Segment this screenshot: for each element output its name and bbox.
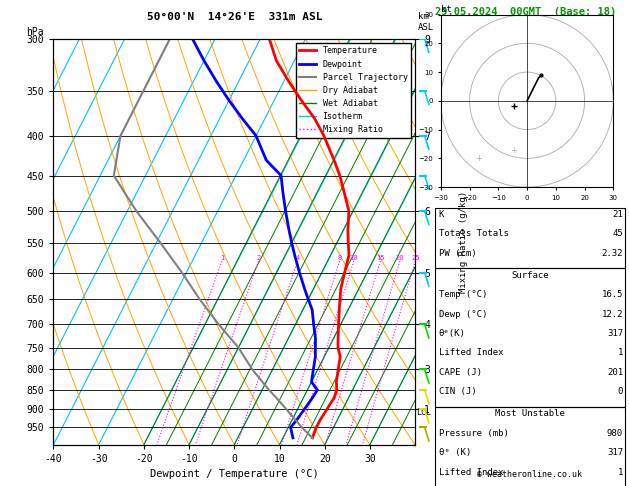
Text: 29.05.2024  00GMT  (Base: 18): 29.05.2024 00GMT (Base: 18) — [435, 7, 616, 17]
Text: CIN (J): CIN (J) — [439, 387, 476, 397]
Text: 2: 2 — [256, 255, 260, 261]
Text: 12.2: 12.2 — [601, 310, 623, 319]
Text: 50°00'N  14°26'E  331m ASL: 50°00'N 14°26'E 331m ASL — [147, 12, 322, 22]
Text: 8: 8 — [338, 255, 342, 261]
Text: 4: 4 — [296, 255, 299, 261]
Text: Temp (°C): Temp (°C) — [439, 290, 487, 299]
Text: Mixing Ratio (g/kg): Mixing Ratio (g/kg) — [459, 191, 467, 293]
Text: hPa: hPa — [26, 27, 44, 37]
Text: 0: 0 — [618, 387, 623, 397]
Text: 317: 317 — [607, 448, 623, 457]
Text: Pressure (mb): Pressure (mb) — [439, 429, 509, 438]
Text: θᵉ (K): θᵉ (K) — [439, 448, 471, 457]
Text: 1: 1 — [618, 468, 623, 477]
Text: 1: 1 — [618, 348, 623, 358]
Text: 16.5: 16.5 — [601, 290, 623, 299]
Legend: Temperature, Dewpoint, Parcel Trajectory, Dry Adiabat, Wet Adiabat, Isotherm, Mi: Temperature, Dewpoint, Parcel Trajectory… — [296, 43, 411, 138]
Text: 45: 45 — [612, 229, 623, 239]
Text: K: K — [439, 210, 444, 219]
Text: CAPE (J): CAPE (J) — [439, 368, 482, 377]
Bar — [435, 208, 625, 268]
Text: +: + — [510, 146, 517, 156]
X-axis label: Dewpoint / Temperature (°C): Dewpoint / Temperature (°C) — [150, 469, 319, 479]
Text: km
ASL: km ASL — [418, 12, 435, 32]
Text: 1: 1 — [220, 255, 224, 261]
Text: 15: 15 — [376, 255, 384, 261]
Text: 980: 980 — [607, 429, 623, 438]
Text: Totals Totals: Totals Totals — [439, 229, 509, 239]
Bar — [435, 268, 625, 407]
Text: θᵉ(K): θᵉ(K) — [439, 329, 465, 338]
Text: 10: 10 — [350, 255, 358, 261]
Text: 25: 25 — [411, 255, 420, 261]
Text: +: + — [476, 154, 482, 163]
Text: 317: 317 — [607, 329, 623, 338]
Text: Dewp (°C): Dewp (°C) — [439, 310, 487, 319]
Text: 2.32: 2.32 — [601, 249, 623, 258]
Text: 21: 21 — [612, 210, 623, 219]
Bar — [435, 407, 625, 486]
Text: © weatheronline.co.uk: © weatheronline.co.uk — [477, 469, 582, 479]
Text: 20: 20 — [396, 255, 404, 261]
Text: Lifted Index: Lifted Index — [439, 468, 503, 477]
Text: Lifted Index: Lifted Index — [439, 348, 503, 358]
Text: PW (cm): PW (cm) — [439, 249, 476, 258]
Text: Most Unstable: Most Unstable — [495, 409, 565, 418]
Text: LCL: LCL — [416, 408, 431, 417]
Text: 201: 201 — [607, 368, 623, 377]
Text: Surface: Surface — [511, 271, 548, 280]
Text: kt: kt — [441, 5, 452, 14]
